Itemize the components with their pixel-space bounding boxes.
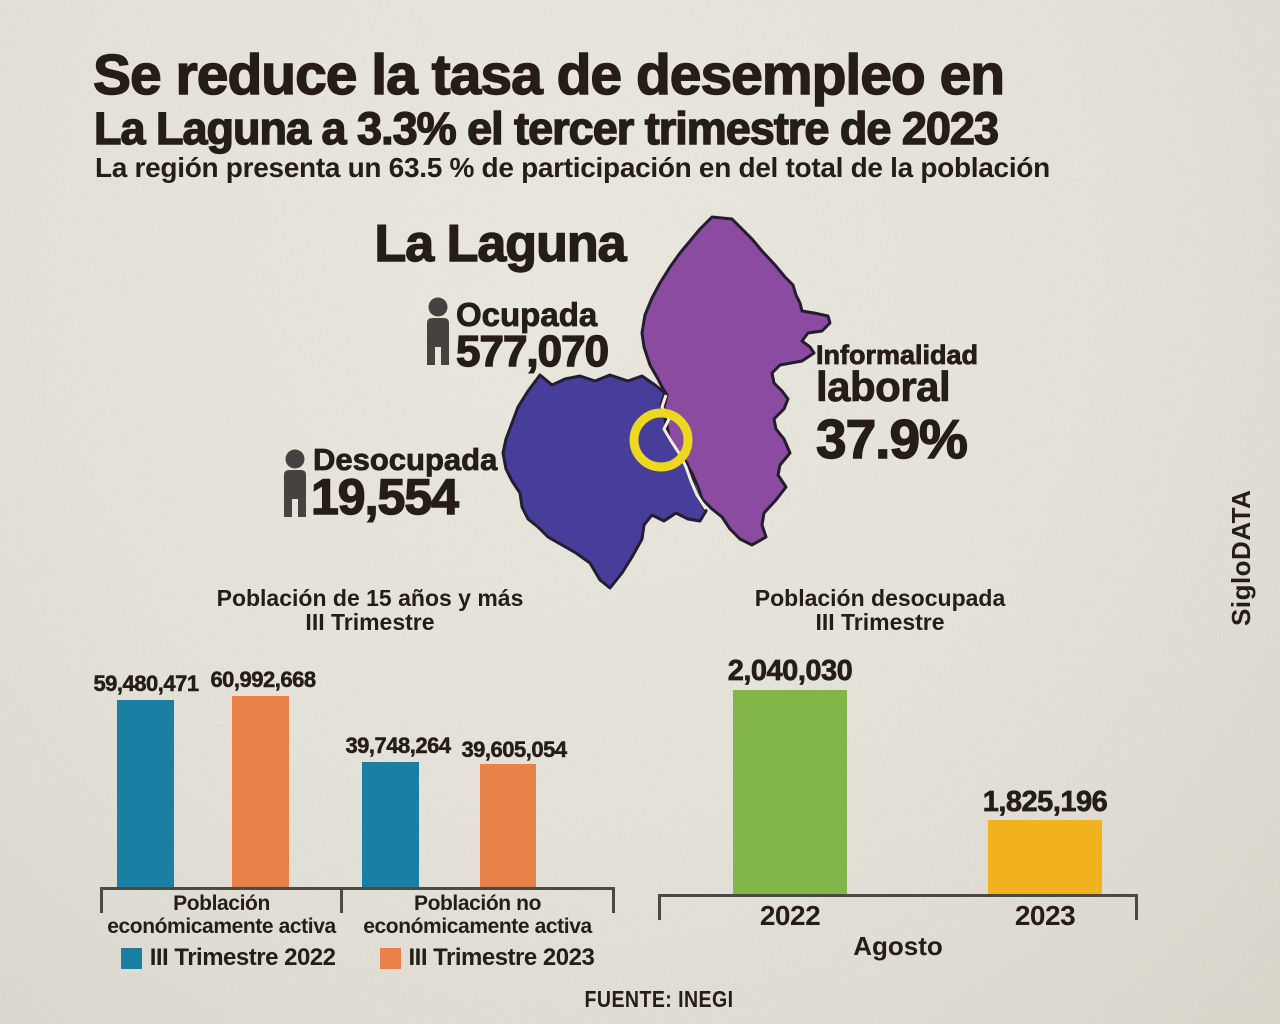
axis-tick [658,894,661,920]
axis-tick [612,887,615,913]
left-chart-title-line2: III Trimestre [305,609,435,636]
bar-value-label: 39,605,054 [461,737,567,763]
bar-pnea-2023 [480,764,536,889]
bar-value-label: 1,825,196 [982,786,1108,819]
informalidad-label-line2: laboral [816,363,952,411]
category-label-pnea: Población no económicamente activa [343,892,612,938]
person-icon [284,449,306,517]
bar-desocupada-2023 [988,820,1102,896]
legend-item: III Trimestre 2022 [120,944,336,972]
desocupada-label: Desocupada [313,442,498,478]
right-chart-title: Población desocupada III Trimestre [755,586,1006,634]
ocupada-label: Ocupada [456,296,598,334]
legend-swatch-2022 [120,947,142,969]
left-chart-title-line1: Población de 15 años y más [216,585,524,611]
desocupada-value: 19,554 [310,468,459,525]
map-title: La Laguna [374,214,627,273]
legend-label: III Trimestre 2023 [408,944,595,971]
left-chart-axis [100,887,615,890]
right-chart-title-line2: III Trimestre [815,609,945,636]
legend-item: III Trimestre 2023 [379,944,595,972]
bar-pea-2022 [117,700,174,889]
source-credit: FUENTE: INEGI [584,986,734,1012]
right-chart-xlabel: Agosto [853,931,943,961]
person-icon [427,297,449,365]
la-laguna-map [501,215,832,590]
page-title-line1: Se reduce la tasa de desempleo en [92,42,1005,107]
axis-tick [100,887,103,913]
category-label-pea: Población económicamente activa [103,892,340,938]
category-label-line: Población [173,892,270,915]
coahuila-region [640,215,832,547]
bar-value-label: 2,040,030 [727,655,853,688]
bar-value-label: 59,480,471 [93,671,199,697]
bar-pnea-2022 [362,762,419,889]
ocupada-value: 577,070 [455,326,609,376]
axis-tick [1135,894,1138,920]
category-label-line: económicamente activa [107,914,336,938]
right-chart-title-line1: Población desocupada [754,585,1006,611]
bar-pea-2023 [232,696,289,889]
laguna-highlight-circle [629,408,693,472]
legend-label: III Trimestre 2022 [149,944,336,971]
page-subtitle: La región presenta un 63.5 % de particip… [95,152,1050,183]
category-label-line: Población no [413,892,542,915]
informalidad-value: 37.9% [815,407,968,470]
durango-region [501,373,708,590]
right-chart-axis [658,894,1138,897]
informalidad-label-line1: Informalidad [816,340,979,371]
bar-value-label: 39,748,264 [345,733,451,759]
brand-watermark: SigloDATA [1226,489,1256,626]
xtick-2023: 2023 [1014,900,1076,931]
category-label-line: económicamente activa [363,914,592,938]
legend-swatch-2023 [379,947,401,969]
chart-legend: III Trimestre 2022 III Trimestre 2023 [100,944,615,972]
bar-value-label: 60,992,668 [210,667,316,693]
axis-tick [340,887,343,913]
bar-desocupada-2022 [733,690,847,896]
xtick-2022: 2022 [759,900,821,931]
left-chart-title: Población de 15 años y más III Trimestre [217,586,524,634]
page-title-line2: La Laguna a 3.3% el tercer trimestre de … [93,102,999,154]
